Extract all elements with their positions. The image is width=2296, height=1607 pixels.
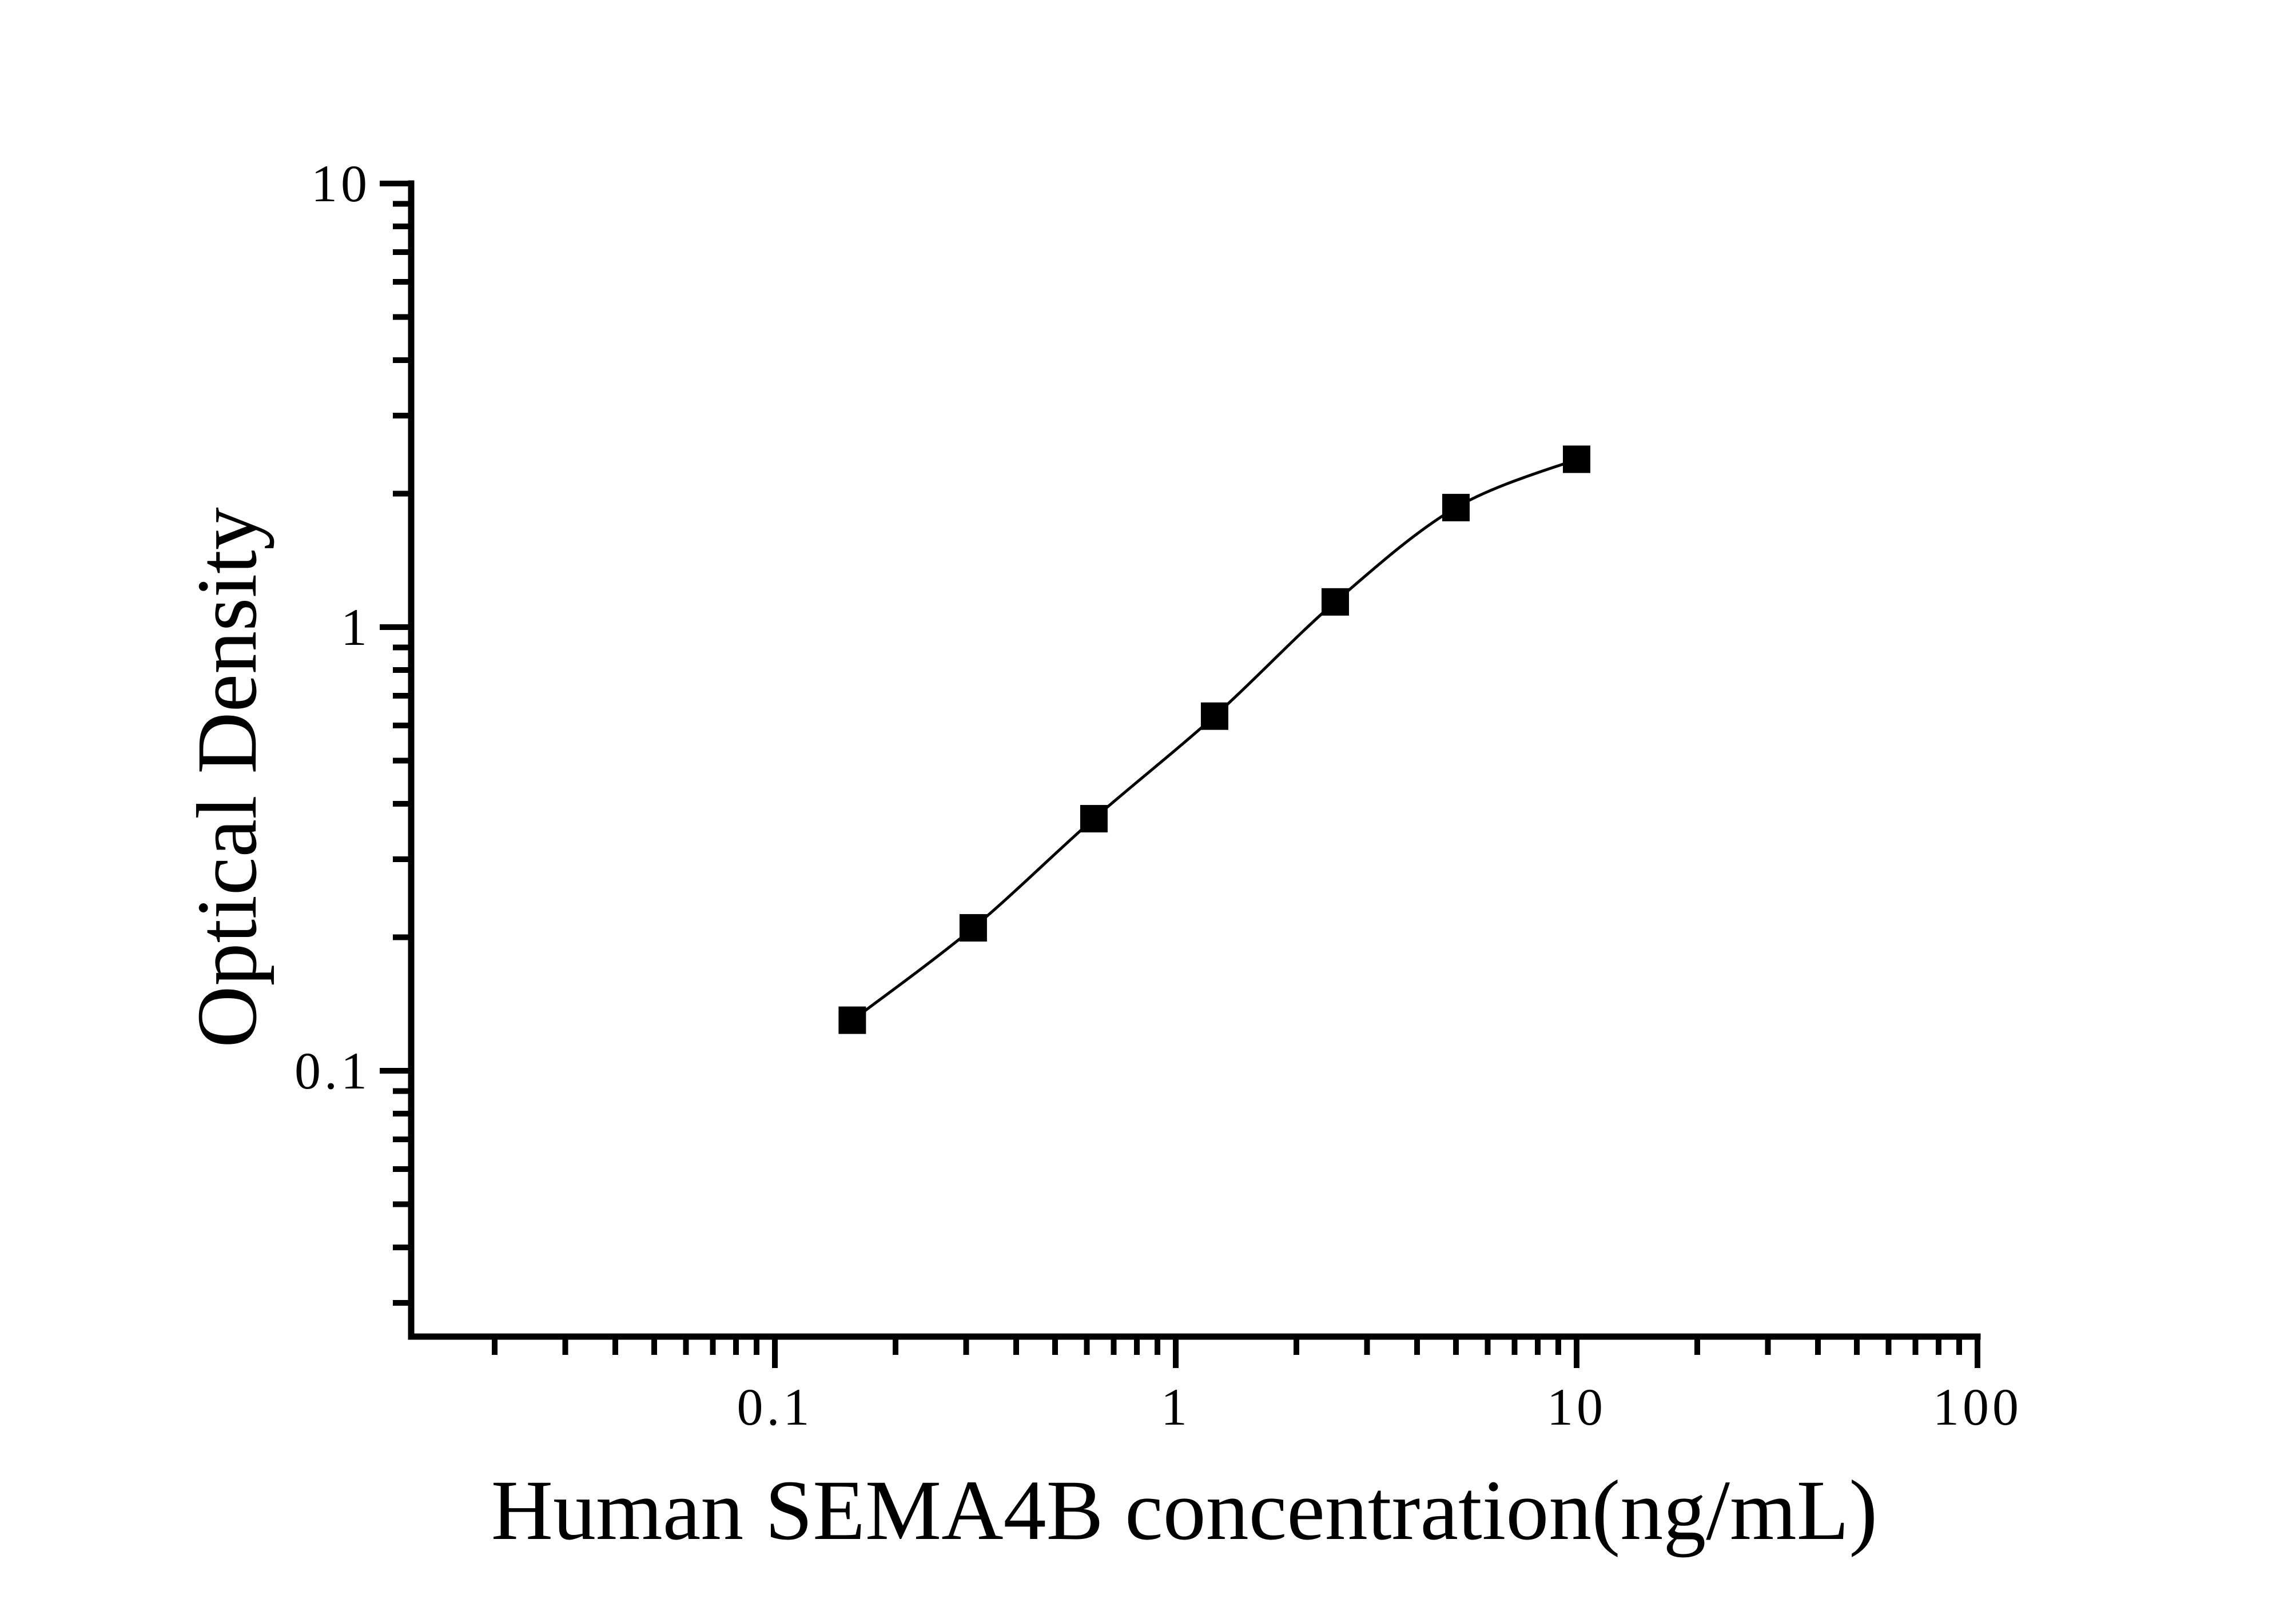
- x-tick-label: 1: [1161, 1378, 1191, 1436]
- x-tick-label: 100: [1933, 1378, 2022, 1436]
- axes: [408, 180, 1981, 1340]
- data-points: [838, 445, 1590, 1034]
- data-point-marker: [959, 914, 987, 942]
- data-point-marker: [1563, 445, 1590, 473]
- y-axis-tick-labels: 10 1 0.1: [295, 154, 371, 1100]
- y-tick-label: 0.1: [295, 1042, 371, 1100]
- data-point-marker: [1080, 805, 1108, 833]
- x-axis-major-ticks: [772, 1337, 1980, 1368]
- data-point-marker: [838, 1006, 866, 1034]
- x-tick-label: 0.1: [737, 1378, 813, 1436]
- x-axis-tick-labels: 0.1 1 10 100: [737, 1378, 2022, 1436]
- x-axis-title: Human SEMA4B concentration(ng/mL): [491, 1463, 1878, 1558]
- x-tick-label: 10: [1547, 1378, 1606, 1436]
- y-axis-minor-ticks: [393, 201, 411, 1306]
- data-point-marker: [1200, 702, 1228, 730]
- data-point-marker: [1321, 588, 1349, 616]
- y-axis-major-ticks: [380, 181, 411, 1074]
- x-axis-minor-ticks: [492, 1337, 1962, 1355]
- data-point-marker: [1442, 493, 1470, 521]
- y-axis-title: Optical Density: [180, 507, 274, 1048]
- y-tick-label: 1: [341, 598, 371, 656]
- y-tick-label: 10: [311, 154, 371, 213]
